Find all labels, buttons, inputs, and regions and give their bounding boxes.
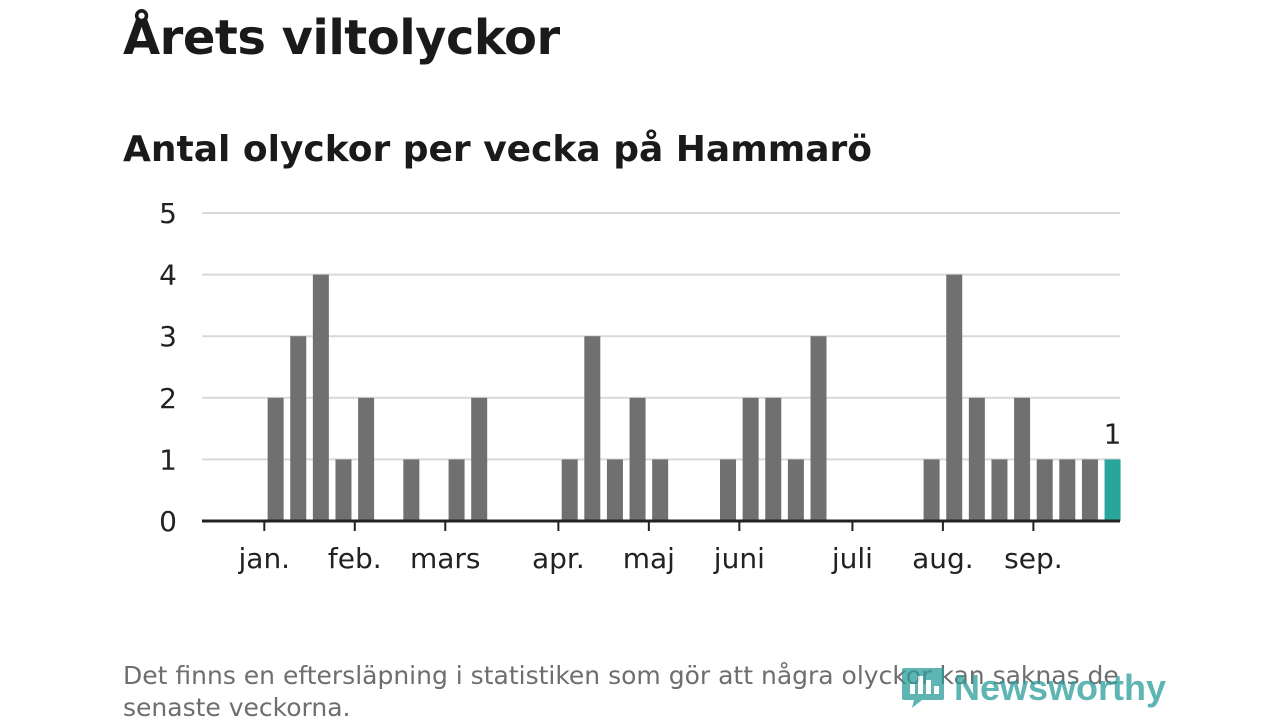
bar (358, 397, 375, 521)
highlight-bar (1104, 459, 1121, 521)
bar-chart-speech-bubble-icon (902, 668, 944, 708)
bar (968, 397, 985, 521)
bar (991, 459, 1008, 521)
y-tick-label: 1 (159, 443, 177, 476)
bar (810, 336, 827, 521)
bar (267, 397, 284, 521)
bar (606, 459, 623, 521)
bar (652, 459, 669, 521)
bar (448, 459, 465, 521)
bar (584, 336, 601, 521)
x-tick-label: aug. (912, 542, 974, 575)
newsworthy-logo: Newsworthy (900, 666, 1166, 710)
bar (742, 397, 759, 521)
y-tick-label: 4 (159, 259, 177, 292)
bar (720, 459, 737, 521)
bar (946, 274, 963, 521)
bar (629, 397, 646, 521)
footnote: Det finns en eftersläpning i statistiken… (123, 661, 1119, 722)
bar (561, 459, 578, 521)
x-tick-label: sep. (1004, 542, 1063, 575)
bar (923, 459, 940, 521)
x-tick-label: juni (713, 542, 765, 575)
bar (1059, 459, 1076, 521)
bar (765, 397, 782, 521)
y-tick-label: 2 (159, 382, 177, 415)
x-tick-label: jan. (238, 542, 291, 575)
x-tick-label: maj (623, 542, 675, 575)
logo-text: Newsworthy (954, 667, 1167, 708)
bar (403, 459, 420, 521)
chart-subtitle: Antal olyckor per vecka på Hammarö (123, 129, 873, 170)
bar (471, 397, 488, 521)
bar (1081, 459, 1098, 521)
page-title: Årets viltolyckor (123, 10, 560, 66)
x-tick-label: juli (831, 542, 873, 575)
x-tick-label: feb. (328, 542, 382, 575)
x-tick-label: apr. (532, 542, 585, 575)
y-tick-label: 0 (159, 505, 177, 538)
bar (335, 459, 352, 521)
bar (290, 336, 307, 521)
data-label: 1 (1104, 417, 1122, 450)
bar-chart: 0 1 2 3 4 5 1 jan. feb. mars apr. maj juni juli aug. se… (159, 197, 1122, 575)
bar (1036, 459, 1053, 521)
bar (787, 459, 804, 521)
bar (312, 274, 329, 521)
y-tick-label: 3 (159, 320, 177, 353)
bar (1014, 397, 1031, 521)
y-tick-label: 5 (159, 197, 177, 230)
x-tick-label: mars (410, 542, 481, 575)
